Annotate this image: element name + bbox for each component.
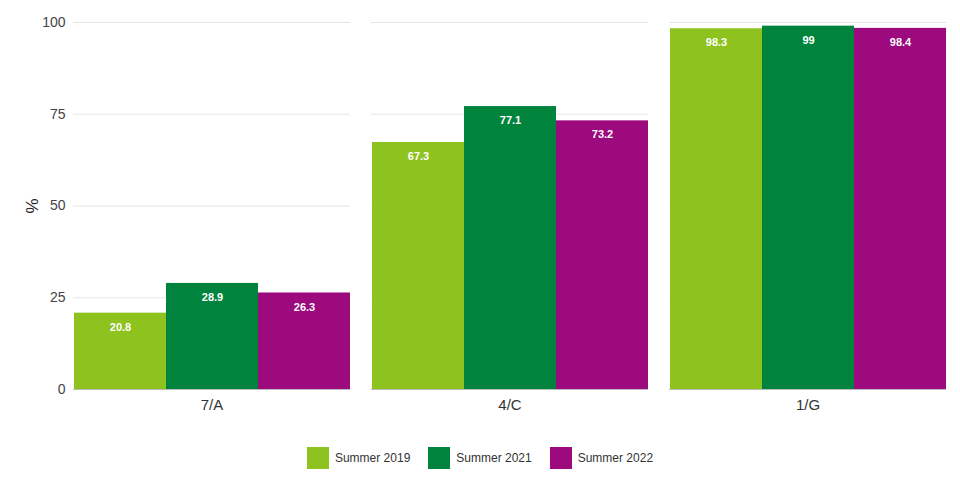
svg-text:98.3: 98.3 [706,36,727,48]
svg-text:%: % [23,198,42,213]
html-text:Summer 2021: Summer 2021 [456,451,532,465]
svg-text:67.3: 67.3 [408,150,429,162]
svg-text:7/A: 7/A [201,396,224,413]
svg-text:99: 99 [802,34,814,46]
svg-text:1/G: 1/G [796,396,820,413]
svg-text:50: 50 [50,197,66,213]
svg-text:73.2: 73.2 [592,128,613,140]
svg-text:77.1: 77.1 [500,114,521,126]
html-text:Summer 2022: Summer 2022 [577,451,654,465]
svg-text:0: 0 [58,381,66,397]
svg-text:28.9: 28.9 [202,291,223,303]
svg-text:98.4: 98.4 [890,36,912,48]
svg-text:100: 100 [42,14,66,30]
svg-text:25: 25 [50,289,66,305]
svg-text:20.8: 20.8 [110,321,131,333]
html-text:Summer 2019: Summer 2019 [334,451,411,465]
svg-text:75: 75 [50,106,66,122]
svg-text:4/C: 4/C [498,396,522,413]
svg-text:26.3: 26.3 [294,300,315,312]
